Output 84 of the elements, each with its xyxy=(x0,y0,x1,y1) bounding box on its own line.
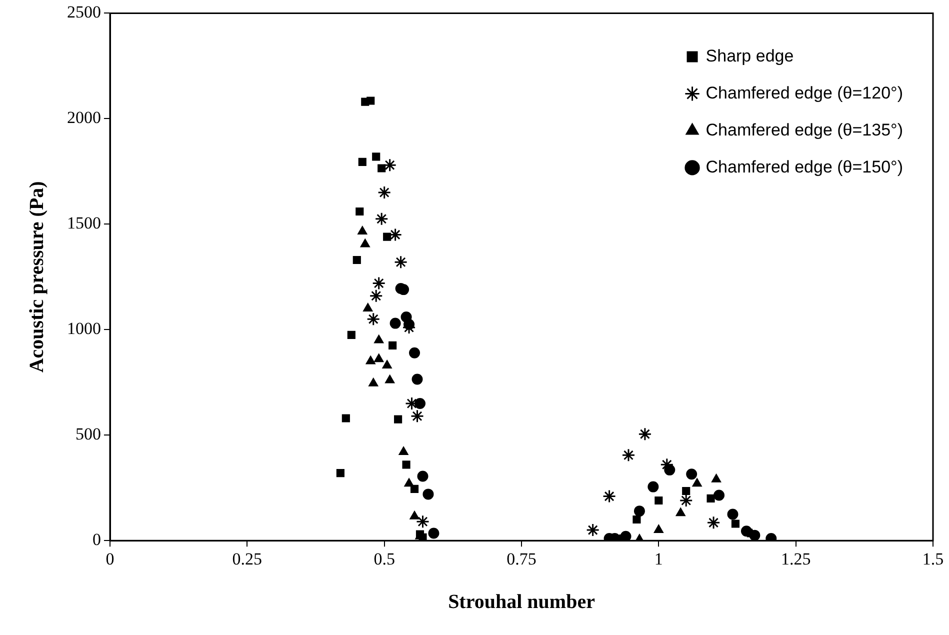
point xyxy=(414,398,426,409)
x-tick-label: 0.75 xyxy=(506,549,536,568)
point xyxy=(586,523,600,537)
point xyxy=(706,494,715,502)
point xyxy=(402,460,410,469)
point xyxy=(727,508,738,520)
point xyxy=(358,158,366,166)
point xyxy=(654,496,663,505)
x-tick-label: 1.25 xyxy=(780,549,811,568)
point xyxy=(378,164,386,172)
point xyxy=(366,96,375,105)
point xyxy=(383,158,397,172)
y-tick-label: 2500 xyxy=(67,2,101,22)
y-tick-label: 2000 xyxy=(67,108,101,128)
legend-label: Chamfered edge (θ=120°) xyxy=(706,83,904,102)
y-tick-label: 1000 xyxy=(67,319,101,338)
point xyxy=(384,374,395,384)
point xyxy=(363,303,373,312)
point xyxy=(602,490,616,504)
point xyxy=(394,255,408,269)
point xyxy=(336,469,344,478)
point xyxy=(622,448,636,462)
x-tick-label: 1.5 xyxy=(922,549,944,568)
legend-label: Sharp edge xyxy=(706,46,794,66)
legend-label: Chamfered edge (θ=135°) xyxy=(706,120,904,140)
point xyxy=(356,207,364,216)
legend-label: Chamfered edge (θ=150°) xyxy=(706,157,904,176)
y-tick-label: 1500 xyxy=(67,214,101,233)
x-tick-label: 1 xyxy=(654,549,663,568)
point xyxy=(398,284,410,296)
x-tick-label: 0 xyxy=(106,549,114,568)
point xyxy=(352,256,361,264)
point xyxy=(660,458,674,472)
point xyxy=(372,152,380,161)
point xyxy=(410,484,419,493)
point xyxy=(654,524,664,534)
point xyxy=(416,514,430,528)
point xyxy=(390,318,401,329)
point xyxy=(634,506,645,517)
point xyxy=(422,488,434,500)
point xyxy=(731,520,740,528)
point xyxy=(679,494,693,508)
point xyxy=(418,533,427,541)
point xyxy=(682,486,690,496)
y-axis-title: Acoustic pressure (Pa) xyxy=(26,181,48,373)
point xyxy=(417,470,428,482)
point xyxy=(692,478,702,487)
point xyxy=(374,354,384,362)
point xyxy=(706,516,720,530)
point xyxy=(372,276,386,290)
y-tick-label: 500 xyxy=(76,424,101,444)
point xyxy=(398,446,408,455)
point xyxy=(676,508,686,516)
x-tick-label: 0.25 xyxy=(232,549,262,568)
point xyxy=(366,356,376,364)
point xyxy=(410,510,420,520)
x-axis-title: Strouhal number xyxy=(448,591,596,614)
point xyxy=(360,238,370,248)
x-tick-label: 0.5 xyxy=(374,549,395,568)
point xyxy=(342,414,350,422)
point xyxy=(358,226,368,235)
point xyxy=(374,212,388,226)
point xyxy=(648,481,659,492)
point xyxy=(388,228,402,242)
point xyxy=(374,334,384,344)
point xyxy=(686,468,698,480)
point xyxy=(412,374,423,385)
y-tick-label: 0 xyxy=(92,530,101,550)
point xyxy=(409,347,420,358)
point xyxy=(638,427,652,441)
point xyxy=(382,360,392,369)
point xyxy=(714,490,725,501)
point xyxy=(632,515,641,524)
point xyxy=(368,378,378,386)
point xyxy=(383,232,392,241)
point xyxy=(347,330,356,339)
point xyxy=(394,415,402,424)
point xyxy=(711,474,722,482)
point xyxy=(428,528,440,539)
point xyxy=(378,186,392,200)
point xyxy=(388,341,397,350)
point xyxy=(410,409,424,423)
point xyxy=(366,312,380,326)
point xyxy=(369,289,383,303)
